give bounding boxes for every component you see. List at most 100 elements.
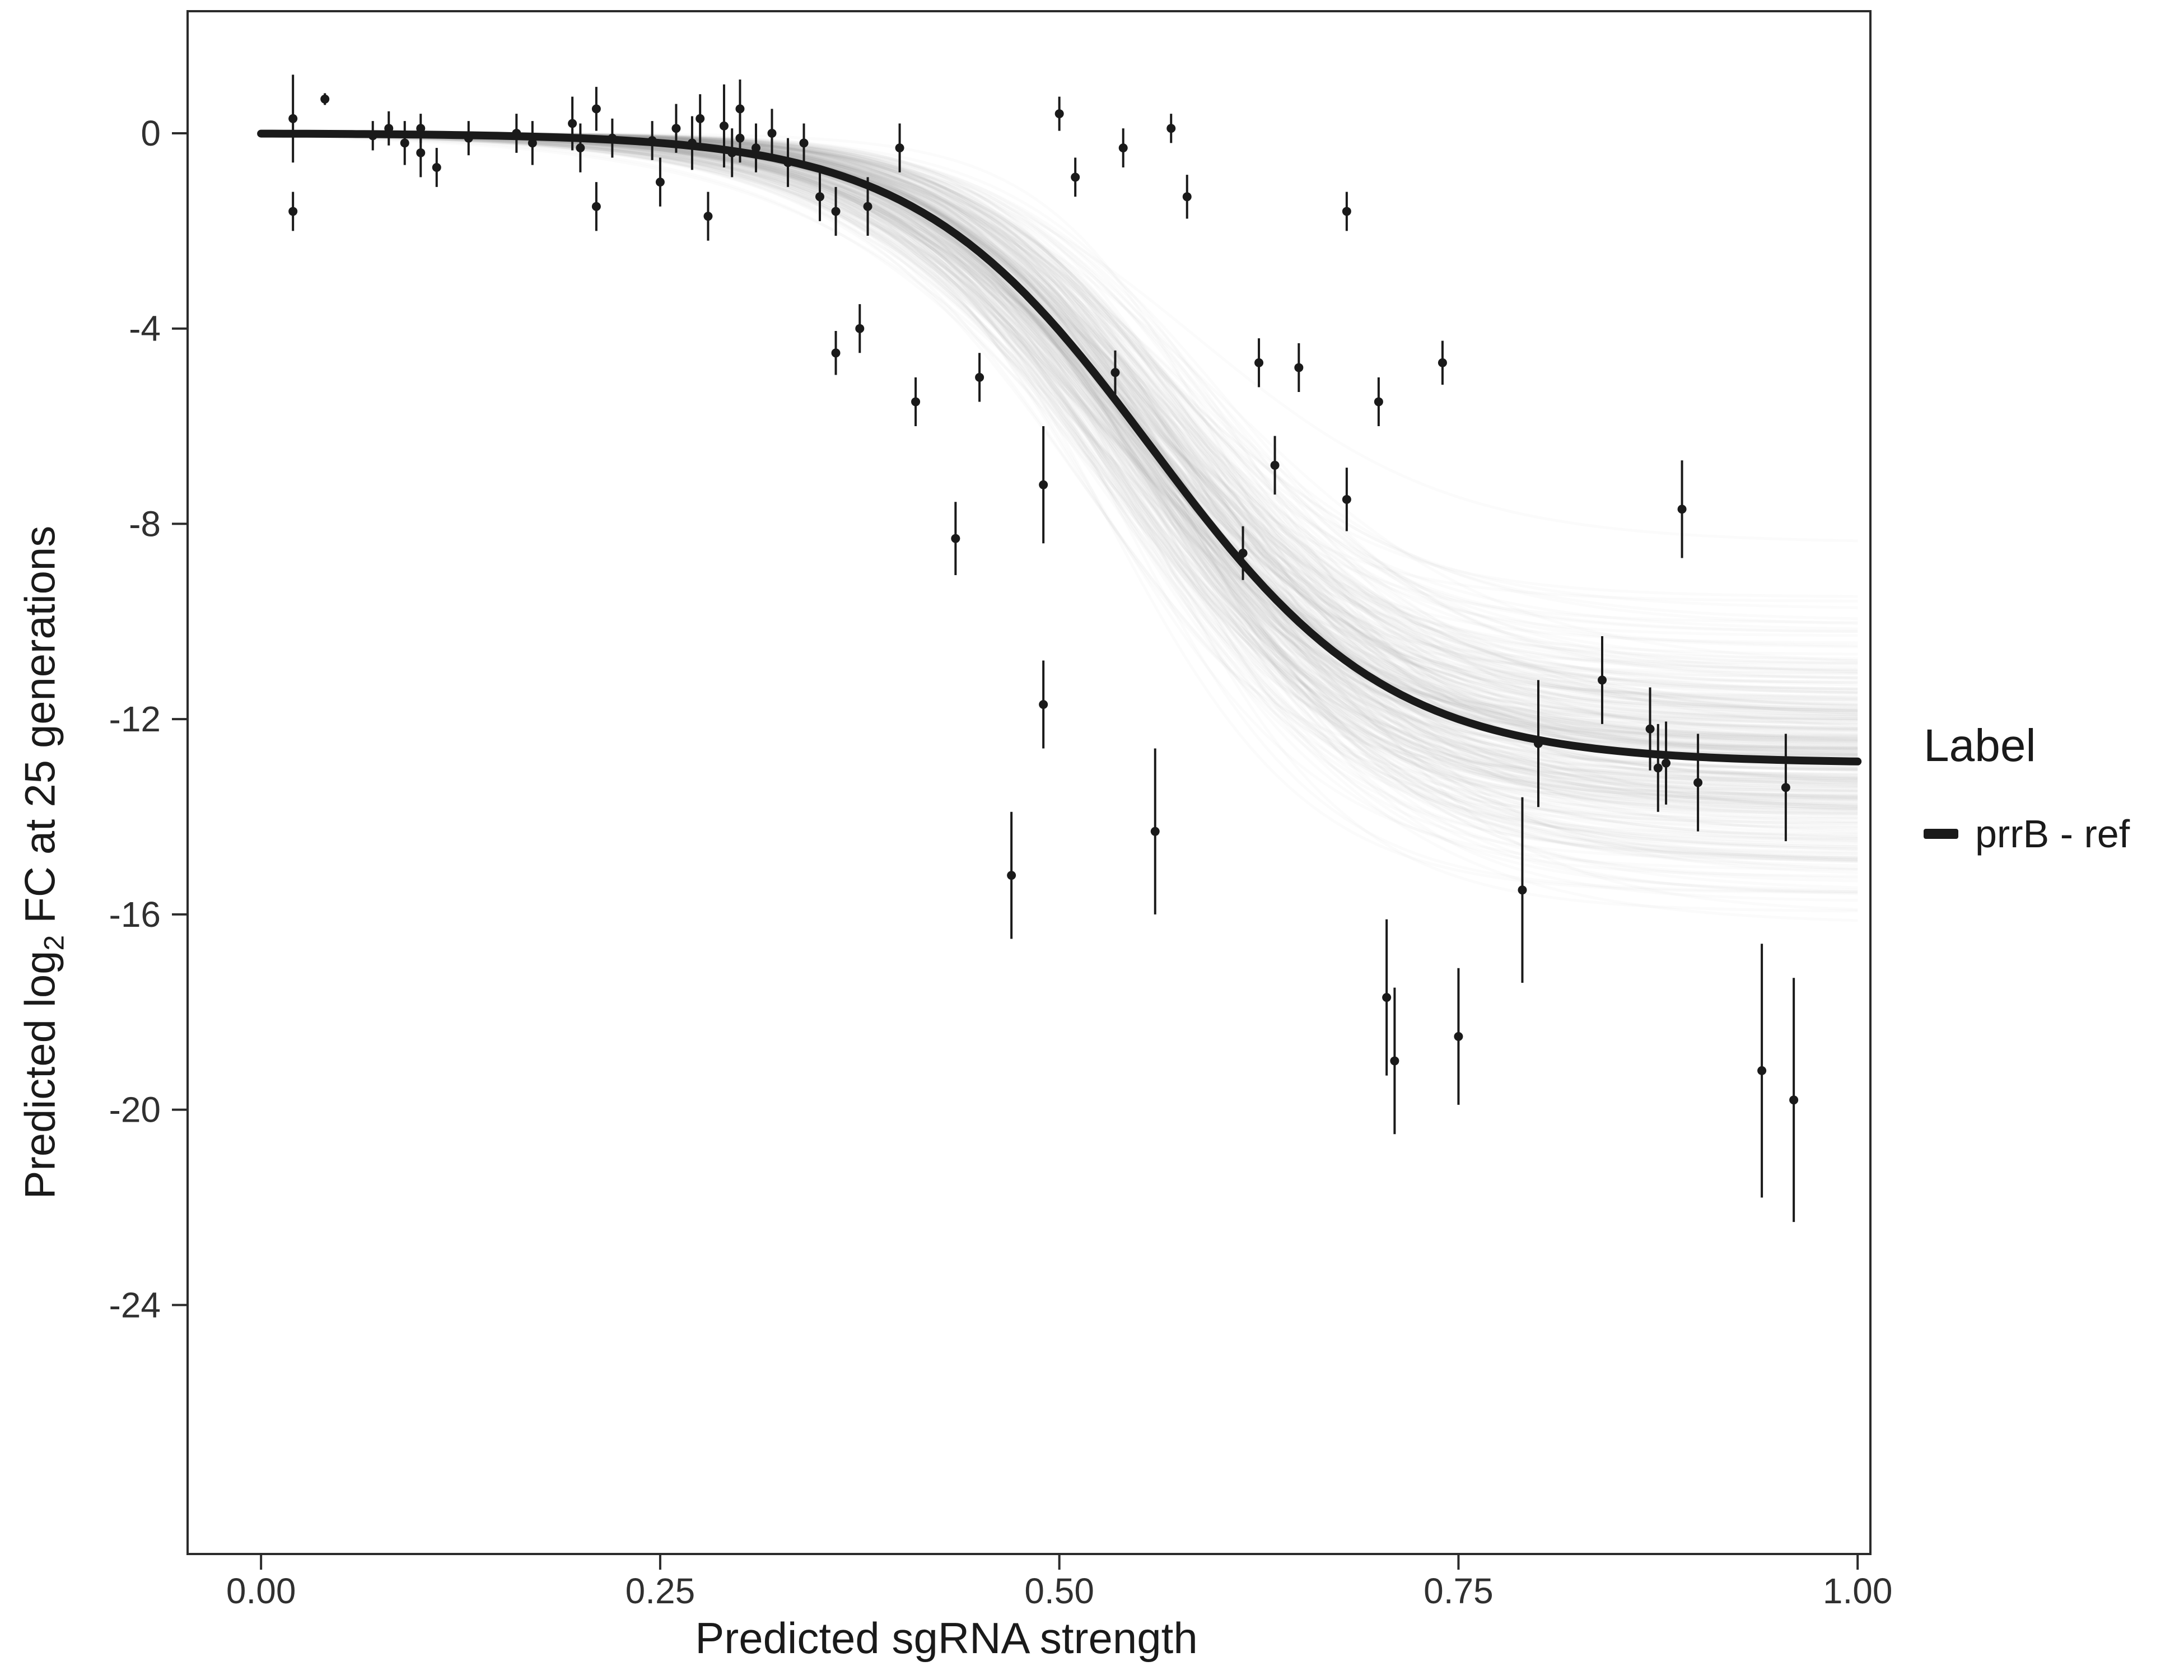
ensemble-curve xyxy=(261,134,1858,765)
data-point xyxy=(568,119,577,128)
ensemble-curves xyxy=(261,132,1858,922)
data-point xyxy=(751,143,760,153)
data-point xyxy=(432,162,441,172)
ensemble-curve xyxy=(261,133,1858,922)
ensemble-curve xyxy=(261,132,1858,736)
data-point xyxy=(512,128,521,138)
data-point xyxy=(687,138,697,148)
data-points xyxy=(288,94,1799,1105)
data-point xyxy=(288,114,298,123)
ensemble-curve xyxy=(261,133,1858,811)
data-point xyxy=(1789,1095,1799,1105)
ensemble-curve xyxy=(261,133,1858,792)
y-axis-title-subscript: 2 xyxy=(38,935,70,951)
data-point xyxy=(703,212,713,221)
data-point xyxy=(696,114,705,123)
data-point xyxy=(735,133,745,143)
ensemble-curve xyxy=(261,133,1858,687)
line-key-icon xyxy=(1924,829,1958,839)
data-point xyxy=(1039,700,1048,710)
ensemble-curve xyxy=(261,132,1858,736)
ensemble-curve xyxy=(261,133,1858,717)
data-point xyxy=(815,192,825,202)
data-point xyxy=(975,372,984,382)
data-point xyxy=(783,158,792,167)
data-point xyxy=(799,138,809,148)
data-point xyxy=(951,534,960,543)
data-point xyxy=(895,143,904,153)
y-axis-tick-label: -4 xyxy=(129,309,161,349)
data-point xyxy=(647,136,657,146)
ensemble-curve xyxy=(261,133,1858,743)
y-axis-tick-label: -20 xyxy=(109,1090,161,1130)
data-point xyxy=(464,133,473,143)
data-point xyxy=(1382,993,1392,1002)
y-axis-tick-label: 0 xyxy=(141,113,161,153)
ensemble-curve xyxy=(261,133,1858,757)
data-point xyxy=(591,202,601,211)
data-point xyxy=(1677,505,1687,514)
axis-tick-labels: 0.00 0.25 0.50 0.75 1.00 0 -4 -8 -12 -16 -20 -24 xyxy=(109,113,1893,1611)
legend-entry-prrb-ref: prrB - ref xyxy=(1924,811,2130,856)
data-point xyxy=(1294,363,1304,372)
data-point xyxy=(1039,480,1048,489)
axis-ticks xyxy=(172,132,1859,1570)
data-point xyxy=(855,324,865,333)
ensemble-curve xyxy=(261,133,1858,842)
ensemble-curve xyxy=(261,133,1858,752)
legend: Label prrB - ref xyxy=(1924,720,2130,856)
data-point xyxy=(831,348,841,358)
ensemble-curve xyxy=(261,133,1858,843)
data-point xyxy=(1342,207,1351,216)
data-point xyxy=(1118,143,1128,153)
ensemble-curve xyxy=(261,134,1858,783)
ensemble-curve xyxy=(261,133,1858,828)
data-point xyxy=(576,143,585,153)
ensemble-curve xyxy=(261,133,1858,740)
ensemble-curve xyxy=(261,133,1858,861)
data-point xyxy=(655,178,665,187)
data-point xyxy=(719,121,729,130)
y-axis-title: Predicted log2 FC at 25 generations xyxy=(16,526,70,1199)
sigmoid-dose-response-chart: 0.00 0.25 0.50 0.75 1.00 0 -4 -8 -12 -16 -20 -24 xyxy=(109,10,1893,1611)
x-axis-tick-label: 1.00 xyxy=(1823,1571,1893,1611)
ensemble-curve xyxy=(261,134,1858,808)
data-point xyxy=(1071,172,1080,182)
data-point xyxy=(767,128,777,138)
data-point xyxy=(1150,827,1160,836)
ensemble-curve xyxy=(261,133,1858,809)
data-point xyxy=(671,124,681,133)
data-point xyxy=(608,133,617,143)
data-point xyxy=(1166,124,1176,133)
data-point xyxy=(735,104,745,114)
panel-border xyxy=(186,10,1872,1555)
ensemble-curve xyxy=(261,133,1858,851)
ensemble-curve xyxy=(261,133,1858,796)
data-point xyxy=(1054,109,1064,119)
data-point xyxy=(591,104,601,114)
y-axis-tick-label: -16 xyxy=(109,894,161,935)
data-point xyxy=(400,138,409,148)
y-axis-tick-label: -24 xyxy=(109,1285,161,1325)
data-point xyxy=(1454,1032,1463,1041)
ensemble-curve xyxy=(261,133,1858,762)
data-point xyxy=(528,138,537,148)
data-point xyxy=(1598,675,1607,685)
ensemble-curve xyxy=(261,133,1858,807)
ensemble-curve xyxy=(261,134,1858,729)
data-point xyxy=(1182,192,1192,202)
ensemble-curve xyxy=(261,133,1858,778)
data-point xyxy=(288,207,298,216)
data-point xyxy=(320,94,330,104)
data-point xyxy=(1781,783,1790,792)
ensemble-curve xyxy=(261,132,1858,736)
fit-curve xyxy=(257,129,1862,766)
data-point xyxy=(1438,358,1447,367)
x-axis-tick-label: 0.50 xyxy=(1024,1571,1094,1611)
ensemble-curve xyxy=(261,133,1858,712)
x-axis-tick-label: 0.25 xyxy=(626,1571,696,1611)
ensemble-curve xyxy=(261,133,1858,779)
ensemble-curve xyxy=(261,133,1858,870)
data-point xyxy=(1518,885,1527,895)
ensemble-curve xyxy=(261,133,1858,810)
